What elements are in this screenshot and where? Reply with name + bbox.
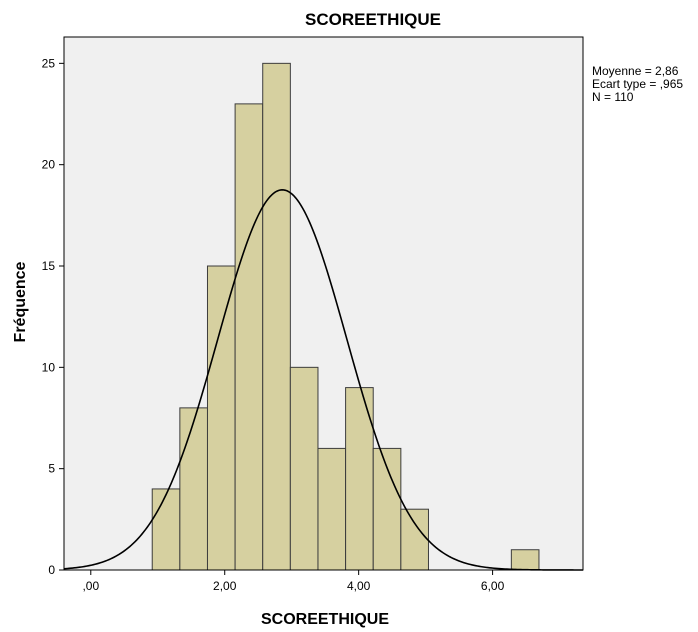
chart-title: SCOREETHIQUE: [305, 10, 441, 29]
histogram-bar: [510, 549, 540, 571]
x-axis: ,00 2,00 4,00 6,00: [82, 570, 505, 593]
histogram-bar: [262, 62, 291, 571]
y-tick-label: 5: [48, 462, 55, 476]
stats-mean: Moyenne = 2,86: [592, 64, 679, 78]
histogram-bar: [317, 447, 347, 571]
plot-frame: [63, 36, 584, 571]
histogram-bar: [234, 103, 264, 571]
histogram-bar: [289, 366, 319, 571]
stats-std: Ecart type = ,965: [592, 77, 683, 91]
y-axis-title: Fréquence: [12, 261, 29, 342]
histogram-bar: [400, 508, 429, 571]
histogram-bar: [179, 407, 208, 571]
normal-curve: [63, 189, 583, 571]
histogram-bar: [151, 488, 181, 571]
x-tick-label: 6,00: [481, 579, 505, 593]
y-tick-label: 0: [48, 563, 55, 577]
x-tick-label: ,00: [82, 579, 99, 593]
y-tick-label: 20: [42, 158, 56, 172]
histogram-bar: [206, 265, 236, 571]
histogram-bar: [345, 387, 374, 571]
y-axis: 0 5 10 15 20 25: [42, 56, 64, 577]
y-tick-label: 15: [42, 259, 56, 273]
x-tick-label: 4,00: [347, 579, 371, 593]
x-axis-title: SCOREETHIQUE: [261, 611, 389, 628]
y-tick-label: 25: [42, 56, 56, 70]
stats-n: N = 110: [592, 90, 634, 104]
x-tick-label: 2,00: [213, 579, 237, 593]
y-tick-label: 10: [42, 360, 56, 374]
